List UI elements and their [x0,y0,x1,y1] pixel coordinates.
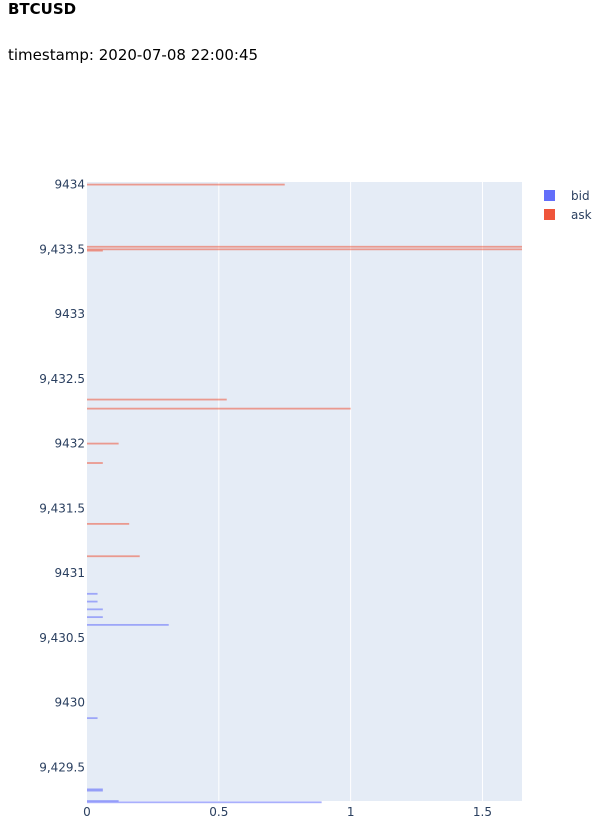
legend-label-bid: bid [571,189,590,203]
bid-bar[interactable] [87,801,322,804]
ask-bar[interactable] [87,249,103,252]
x-tick-label: 1 [347,805,355,819]
ask-bar[interactable] [87,442,119,445]
bid-bar[interactable] [87,800,119,802]
bid-bar[interactable] [87,600,98,603]
y-tick-label: 9,432.5 [39,372,85,386]
ask-bars [87,183,522,558]
legend: bid ask [544,189,592,222]
ask-bar[interactable] [87,407,351,410]
bid-bar[interactable] [87,789,103,792]
bid-bars [87,592,322,804]
y-axis: 9,429.5 9430 9,430.5 9431 9,431.5 9432 9,432.5… [39,178,85,775]
bid-bar[interactable] [87,788,103,791]
y-tick-label: 9430 [54,696,85,710]
legend-swatch-bid [544,190,555,201]
ask-bar[interactable] [87,555,140,558]
bid-bar[interactable] [87,608,103,611]
ask-bar[interactable] [87,462,103,464]
symbol-title: BTCUSD [8,0,77,18]
plot-area-background [87,182,522,801]
ask-bar[interactable] [87,183,285,186]
timestamp-line: timestamp2020-07-08 22:00:45 [8,46,258,64]
bid-bar[interactable] [87,623,169,626]
y-tick-label: 9,433.5 [39,242,85,256]
bid-bar[interactable] [87,592,98,595]
timestamp-value: 2020-07-08 22:00:45 [98,46,259,64]
x-axis: 0 0.5 1 1.5 [83,805,492,819]
ask-bar[interactable] [87,248,522,251]
y-tick-label: 9,430.5 [39,631,85,645]
y-tick-label: 9,429.5 [39,760,85,774]
legend-label-ask: ask [571,208,592,222]
bid-bar[interactable] [87,616,103,619]
ask-bar[interactable] [87,245,522,248]
y-tick-label: 9431 [54,566,85,580]
y-tick-label: 9433 [54,307,85,321]
x-tick-label: 1.5 [473,805,492,819]
ask-bar[interactable] [87,522,130,525]
ask-bar[interactable] [87,398,227,401]
legend-swatch-ask [544,209,555,220]
legend-item-ask[interactable]: ask [544,208,592,222]
grid-lines [218,182,483,801]
y-tick-label: 9,431.5 [39,501,85,515]
x-tick-label: 0.5 [209,805,228,819]
y-tick-label: 9434 [54,178,85,192]
timestamp-label: timestamp [8,46,99,64]
bid-bar[interactable] [87,717,98,720]
x-tick-label: 0 [83,805,91,819]
legend-item-bid[interactable]: bid [544,189,590,203]
y-tick-label: 9432 [54,437,85,451]
